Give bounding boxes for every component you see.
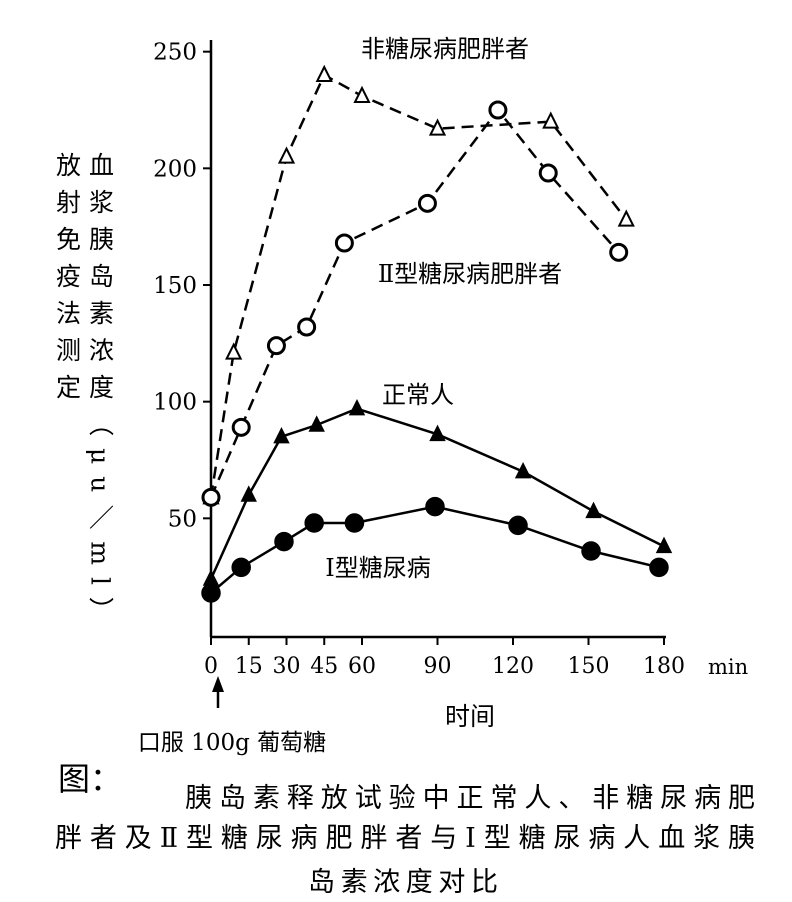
y-axis-label: 血浆胰岛素浓度（μu／ml） [86,152,115,634]
point [277,146,296,164]
point [428,118,447,136]
point [353,85,371,103]
x-tick-label: 15 [235,654,263,679]
point [609,242,629,262]
point [304,513,324,533]
point [201,583,221,603]
annotation: 口服 100g 葡萄糖 [138,730,326,756]
point [202,569,220,586]
caption-line: 岛素浓度对比 [308,867,498,898]
point [344,513,365,533]
point [649,557,669,578]
point [417,193,437,213]
point [581,541,601,561]
x-tick-label: 60 [348,654,376,679]
caption-prefix: 图： [58,760,122,798]
point [231,557,251,578]
point [334,233,354,253]
point [429,424,446,442]
series-line [209,107,620,498]
series-label: 正常人 [382,381,454,409]
point [231,417,251,437]
series-label: Ⅰ型糖尿病 [325,554,430,582]
y-axis-label: 放射免疫法测定 [53,152,82,411]
y-tick-label: 50 [168,506,197,532]
point [655,536,673,554]
series-label: 非糖尿病肥胖者 [361,35,529,63]
y-tick-label: 200 [153,156,197,182]
y-tick-label: 250 [153,40,197,66]
point [508,515,528,536]
point [538,163,558,183]
point [308,415,325,432]
point [514,461,532,479]
x-tick-label: 30 [273,654,301,679]
point [274,531,294,552]
point [201,487,221,507]
caption-line: 胰岛素释放试验中正常人、非糖尿病肥 [185,783,755,814]
x-tick-label: 120 [492,654,534,679]
y-tick-label: 100 [153,390,197,416]
series-label: Ⅱ型糖尿病肥胖者 [378,260,562,288]
point [225,342,243,360]
x-tick-label: 180 [643,654,685,679]
x-tick-label: 150 [568,654,610,679]
caption-line: 胖者及Ⅱ型糖尿病肥胖者与Ⅰ型糖尿病人血浆胰 [55,823,755,854]
x-tick-label: 90 [424,654,452,679]
point [273,426,290,444]
point [348,398,366,416]
y-tick-label: 150 [153,273,197,299]
point [585,501,602,519]
point [240,485,257,502]
point [315,64,333,82]
point [488,100,508,120]
annotation-arrowhead [212,676,224,692]
point [617,209,635,227]
x-axis-label: 时间 [445,702,495,731]
x-tick-label: 0 [204,654,218,679]
point [266,336,286,356]
point [542,111,560,129]
x-unit: min [708,655,748,679]
point [425,496,445,517]
series-line [209,73,628,498]
point [297,317,317,337]
x-tick-label: 45 [310,654,338,679]
